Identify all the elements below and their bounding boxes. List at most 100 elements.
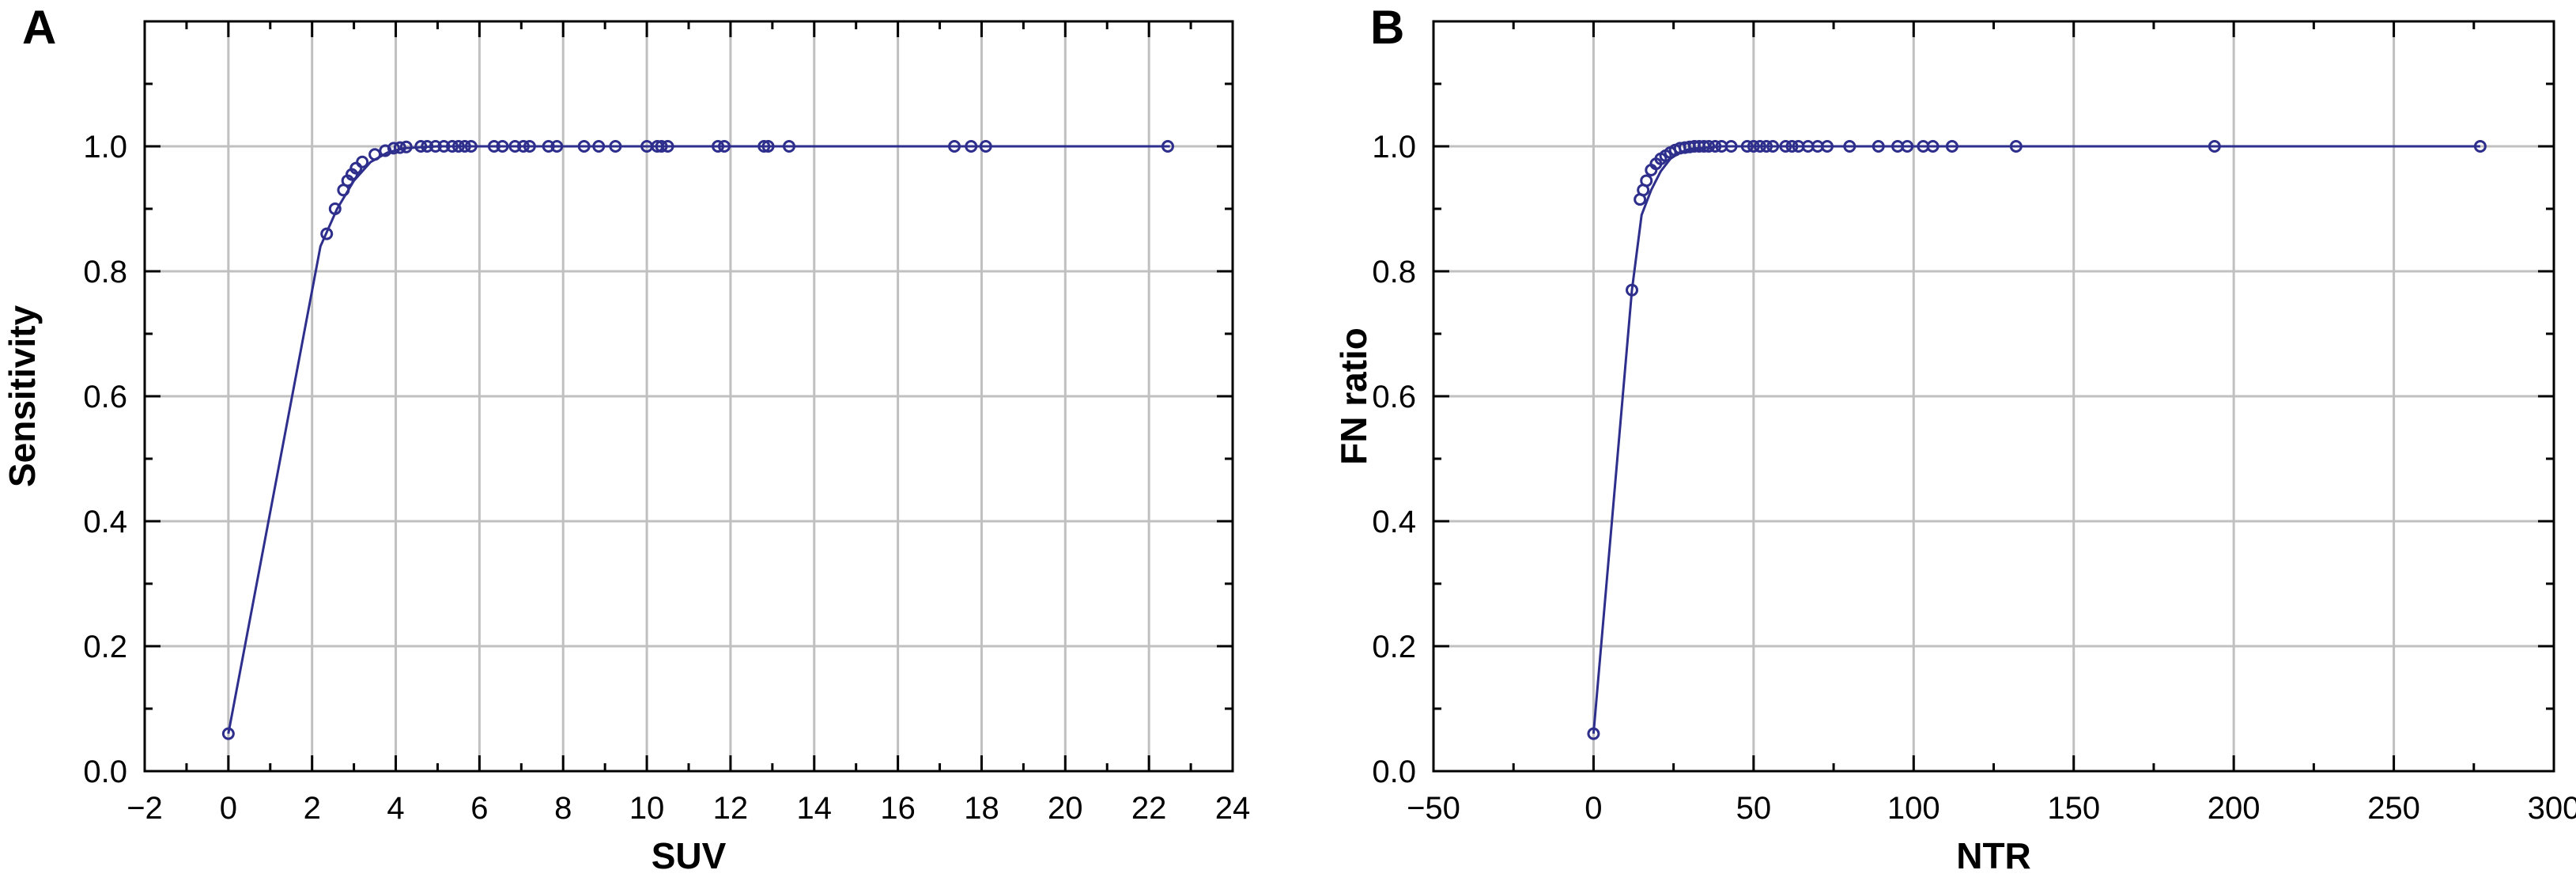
data-point xyxy=(550,140,564,153)
x-tick-label: 4 xyxy=(387,791,404,826)
data-point xyxy=(523,140,536,153)
fit-curve-line xyxy=(227,145,1170,734)
data-point xyxy=(1785,140,1799,153)
data-point xyxy=(1760,140,1773,153)
y-tick-label: 1.0 xyxy=(83,130,127,165)
data-point xyxy=(496,140,509,153)
data-point xyxy=(2208,140,2221,153)
x-axis-title: NTR xyxy=(1956,835,2031,876)
x-tick-label: 0 xyxy=(1585,791,1602,826)
data-point xyxy=(399,140,413,153)
data-point xyxy=(1747,140,1760,153)
data-point xyxy=(387,142,400,155)
panel-label: B xyxy=(1370,1,1404,54)
panel-label: A xyxy=(22,1,56,54)
data-point xyxy=(1709,140,1722,153)
data-point xyxy=(717,140,731,153)
x-tick-label: 8 xyxy=(554,791,572,826)
data-point xyxy=(1161,140,1174,153)
x-tick-label: 50 xyxy=(1736,791,1772,826)
data-point xyxy=(757,140,771,153)
data-point xyxy=(356,155,369,168)
data-point xyxy=(464,140,478,153)
data-point xyxy=(1872,140,1885,153)
y-tick-label: 0.4 xyxy=(83,505,127,539)
data-point xyxy=(712,140,725,153)
data-point xyxy=(429,140,442,153)
x-tick-label: 250 xyxy=(2367,791,2420,826)
y-axis-title: FN ratio xyxy=(1333,327,1374,465)
data-point xyxy=(965,140,978,153)
data-point xyxy=(1640,174,1653,187)
chart-panel-b: −50 0 50 100 150 200 250 300 0.0 0.2 0.4 0.6 0.8 1.0 N… xyxy=(1333,1,2576,876)
y-tick-label: 1.0 xyxy=(1372,130,1416,165)
data-point xyxy=(1945,140,1958,153)
data-point xyxy=(609,140,622,153)
data-point xyxy=(1766,140,1780,153)
y-tick-label: 0.0 xyxy=(83,755,127,789)
data-point xyxy=(349,161,363,175)
data-point xyxy=(1753,140,1766,153)
data-point xyxy=(328,202,342,215)
x-tick-label: −50 xyxy=(1407,791,1460,826)
data-point xyxy=(1820,140,1834,153)
data-point xyxy=(542,140,555,153)
x-tick-label: 300 xyxy=(2528,791,2576,826)
y-tick-label: 0.6 xyxy=(83,380,127,414)
chart-panel-a: −2 0 2 4 6 8 10 12 14 16 18 20 22 240.00.20.40.60.81.… xyxy=(2,1,1250,876)
y-tick-label: 0.6 xyxy=(1372,380,1416,414)
x-tick-label: 12 xyxy=(713,791,749,826)
data-point xyxy=(1740,140,1754,153)
data-point xyxy=(655,140,668,153)
x-tick-label: 22 xyxy=(1131,791,1167,826)
data-point xyxy=(979,140,992,153)
y-tick-label: 0.8 xyxy=(1372,255,1416,289)
data-point xyxy=(1843,140,1856,153)
data-point xyxy=(368,148,382,161)
x-tick-label: 6 xyxy=(470,791,488,826)
data-point xyxy=(1724,140,1738,153)
data-point xyxy=(2009,140,2023,153)
data-point xyxy=(1926,140,1940,153)
x-tick-label: 24 xyxy=(1215,791,1251,826)
data-point xyxy=(320,227,334,240)
data-point xyxy=(761,140,775,153)
x-tick-label: 20 xyxy=(1048,791,1083,826)
data-point xyxy=(1702,140,1716,153)
y-tick-label: 0.2 xyxy=(1372,630,1416,664)
data-point xyxy=(1779,140,1792,153)
x-tick-label: 18 xyxy=(964,791,999,826)
data-point xyxy=(445,140,459,153)
x-tick-label: 10 xyxy=(629,791,665,826)
data-point xyxy=(948,140,961,153)
x-tick-label: 14 xyxy=(797,791,833,826)
data-point xyxy=(577,140,591,153)
data-point xyxy=(458,140,471,153)
y-tick-label: 0.4 xyxy=(1372,505,1416,539)
data-point xyxy=(437,140,451,153)
data-point xyxy=(414,140,428,153)
y-axis-title: Sensitivity xyxy=(2,305,43,488)
x-tick-label: 2 xyxy=(304,791,321,826)
data-point xyxy=(487,140,500,153)
x-tick-label: −2 xyxy=(127,791,163,826)
data-point xyxy=(393,141,406,154)
data-point xyxy=(1587,727,1600,740)
data-point xyxy=(592,140,606,153)
data-point xyxy=(221,727,235,740)
y-tick-label: 0.2 xyxy=(83,630,127,664)
data-point xyxy=(421,140,434,153)
data-point xyxy=(661,140,674,153)
x-axis-title: SUV xyxy=(652,835,727,876)
x-tick-label: 150 xyxy=(2047,791,2100,826)
data-point xyxy=(783,140,796,153)
x-tick-label: 0 xyxy=(220,791,237,826)
x-tick-label: 200 xyxy=(2208,791,2261,826)
data-point xyxy=(451,140,465,153)
x-tick-label: 100 xyxy=(1887,791,1940,826)
data-point xyxy=(516,140,530,153)
y-tick-label: 0.0 xyxy=(1372,755,1416,789)
data-point xyxy=(1626,283,1639,297)
data-point xyxy=(2473,140,2487,153)
